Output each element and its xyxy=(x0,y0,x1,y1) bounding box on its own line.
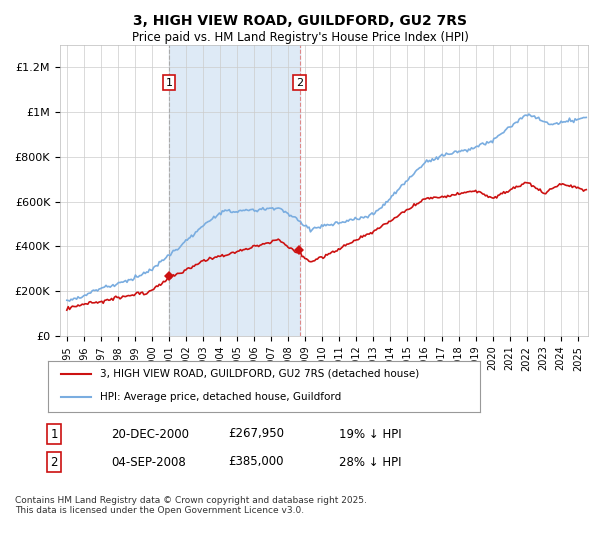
Text: 2: 2 xyxy=(296,78,303,88)
Text: 1: 1 xyxy=(50,427,58,441)
Text: 1: 1 xyxy=(166,78,173,88)
Text: £267,950: £267,950 xyxy=(228,427,284,441)
Text: 3, HIGH VIEW ROAD, GUILDFORD, GU2 7RS: 3, HIGH VIEW ROAD, GUILDFORD, GU2 7RS xyxy=(133,14,467,28)
Text: Contains HM Land Registry data © Crown copyright and database right 2025.
This d: Contains HM Land Registry data © Crown c… xyxy=(15,496,367,515)
Bar xyxy=(169,45,299,336)
Text: HPI: Average price, detached house, Guildford: HPI: Average price, detached house, Guil… xyxy=(100,393,341,403)
Text: 3, HIGH VIEW ROAD, GUILDFORD, GU2 7RS (detached house): 3, HIGH VIEW ROAD, GUILDFORD, GU2 7RS (d… xyxy=(100,369,419,379)
Text: 04-SEP-2008: 04-SEP-2008 xyxy=(111,455,186,469)
Text: 2: 2 xyxy=(50,455,58,469)
Text: £385,000: £385,000 xyxy=(228,455,284,469)
Text: 19% ↓ HPI: 19% ↓ HPI xyxy=(339,427,401,441)
Text: 20-DEC-2000: 20-DEC-2000 xyxy=(111,427,189,441)
Text: Price paid vs. HM Land Registry's House Price Index (HPI): Price paid vs. HM Land Registry's House … xyxy=(131,31,469,44)
Text: 28% ↓ HPI: 28% ↓ HPI xyxy=(339,455,401,469)
